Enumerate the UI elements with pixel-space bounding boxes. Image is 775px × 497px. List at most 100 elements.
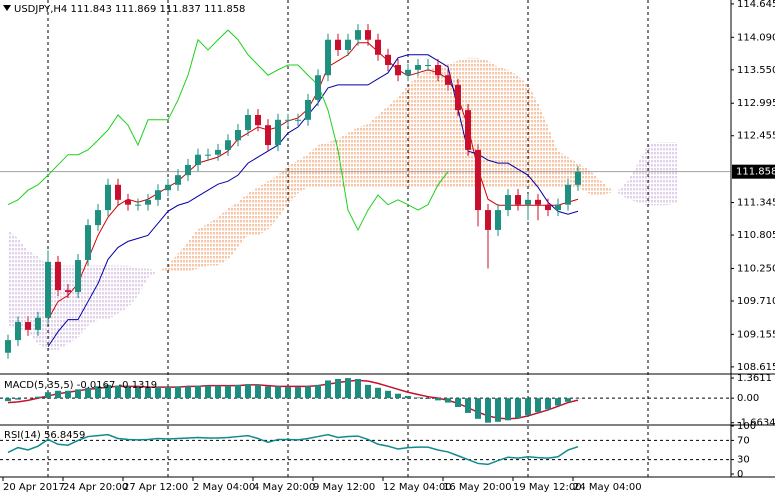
macd-bar — [135, 387, 141, 399]
y-tick-label: 113.550 — [737, 65, 775, 76]
y-tick-label: 100 — [737, 421, 756, 432]
candle-body — [475, 149, 481, 211]
x-tick-label: 9 May 12:00 — [313, 482, 375, 493]
candle-body — [145, 199, 151, 205]
collapse-arrow[interactable] — [3, 5, 11, 11]
cloud-segment — [308, 145, 318, 188]
candle-body — [225, 140, 231, 150]
x-tick-label: 12 May 04:00 — [383, 482, 452, 493]
cloud-segment — [388, 96, 398, 188]
macd-bar — [225, 385, 231, 399]
macd-bar — [425, 398, 431, 399]
macd-bar — [45, 392, 51, 399]
macd-bar — [335, 378, 341, 399]
macd-bar — [275, 386, 281, 399]
macd-bar — [505, 398, 511, 421]
candle-body — [165, 184, 171, 191]
candle-body — [465, 110, 471, 150]
cloud-segment — [628, 163, 638, 203]
macd-bar — [85, 387, 91, 399]
cloud-segment — [438, 63, 448, 188]
cloud-segment — [168, 253, 178, 272]
candle-body — [445, 75, 451, 85]
macd-bar — [355, 378, 361, 399]
x-tick-label: 16 May 20:00 — [443, 482, 512, 493]
candle-body — [325, 39, 331, 76]
candle-body — [515, 195, 521, 205]
y-tick-label: 108.615 — [737, 362, 775, 373]
y-tick-label: 1.3611 — [737, 373, 772, 384]
y-tick-label: 110.805 — [737, 230, 775, 241]
candle-body — [385, 54, 391, 66]
cloud-segment — [98, 265, 108, 320]
signal-line — [7, 379, 579, 420]
candle-body — [375, 39, 381, 55]
candle-body — [205, 154, 211, 156]
candle-body — [395, 65, 401, 76]
candle-body — [105, 184, 111, 211]
macd-bar — [185, 386, 191, 399]
macd-bar — [555, 398, 561, 406]
macd-bar — [235, 384, 241, 399]
x-tick-label: 24 May 04:00 — [573, 482, 642, 493]
candle-body — [405, 69, 411, 76]
cloud-segment — [88, 265, 98, 326]
macd-bar — [65, 390, 71, 399]
candle-body — [5, 340, 11, 353]
macd-bar — [305, 386, 311, 399]
cloud-segment — [648, 142, 658, 206]
candle-body — [345, 39, 351, 50]
candle-body — [15, 322, 21, 341]
cloud-segment — [488, 60, 498, 188]
cloud-segment — [268, 175, 278, 230]
macd-bar — [475, 398, 481, 419]
macd-bar — [465, 398, 471, 413]
y-tick-label: 114.645 — [737, 0, 775, 10]
macd-bar — [205, 385, 211, 399]
x-tick-label: 4 May 20:00 — [253, 482, 315, 493]
macd-bar — [455, 398, 461, 408]
indicator-line — [47, 54, 579, 347]
candle-body — [65, 290, 71, 292]
x-tick-label: 19 May 12:00 — [513, 482, 582, 493]
cloud-segment — [508, 69, 518, 188]
y-tick-label: 0 — [737, 469, 743, 480]
candle-body — [195, 154, 201, 165]
macd-bar — [385, 390, 391, 399]
macd-bar — [295, 387, 301, 399]
macd-bar — [365, 384, 371, 399]
cloud-layer — [8, 57, 678, 350]
macd-bar — [35, 396, 41, 399]
macd-bar — [155, 387, 161, 399]
candle-body — [55, 261, 61, 291]
cloud-segment — [638, 145, 648, 206]
macd-bar — [495, 398, 501, 422]
macd-bar — [325, 380, 331, 399]
candle-body — [185, 164, 191, 176]
macd-bar — [125, 386, 131, 399]
candle-body — [35, 317, 41, 330]
cloud-segment — [328, 139, 338, 188]
macd-bar — [565, 398, 571, 402]
macd-bar — [165, 387, 171, 399]
macd-bar — [445, 398, 451, 403]
cloud-segment — [128, 265, 138, 308]
cloud-segment — [118, 265, 128, 314]
macd-bar — [105, 384, 111, 399]
candle-body — [355, 30, 361, 40]
y-tick-label: 0.00 — [737, 393, 759, 404]
y-tick-label: 112.995 — [737, 98, 775, 109]
indicator-line — [7, 29, 449, 232]
cloud-segment — [138, 268, 148, 296]
macd-bar — [515, 398, 521, 419]
cloud-segment — [258, 181, 268, 236]
cloud-segment — [598, 178, 608, 197]
candle-body — [305, 99, 311, 120]
rsi-line — [7, 433, 579, 466]
chart-title: USDJPY,H4 111.843 111.869 111.837 111.85… — [14, 4, 245, 15]
cloud-segment — [218, 208, 228, 266]
cloud-segment — [518, 75, 528, 188]
